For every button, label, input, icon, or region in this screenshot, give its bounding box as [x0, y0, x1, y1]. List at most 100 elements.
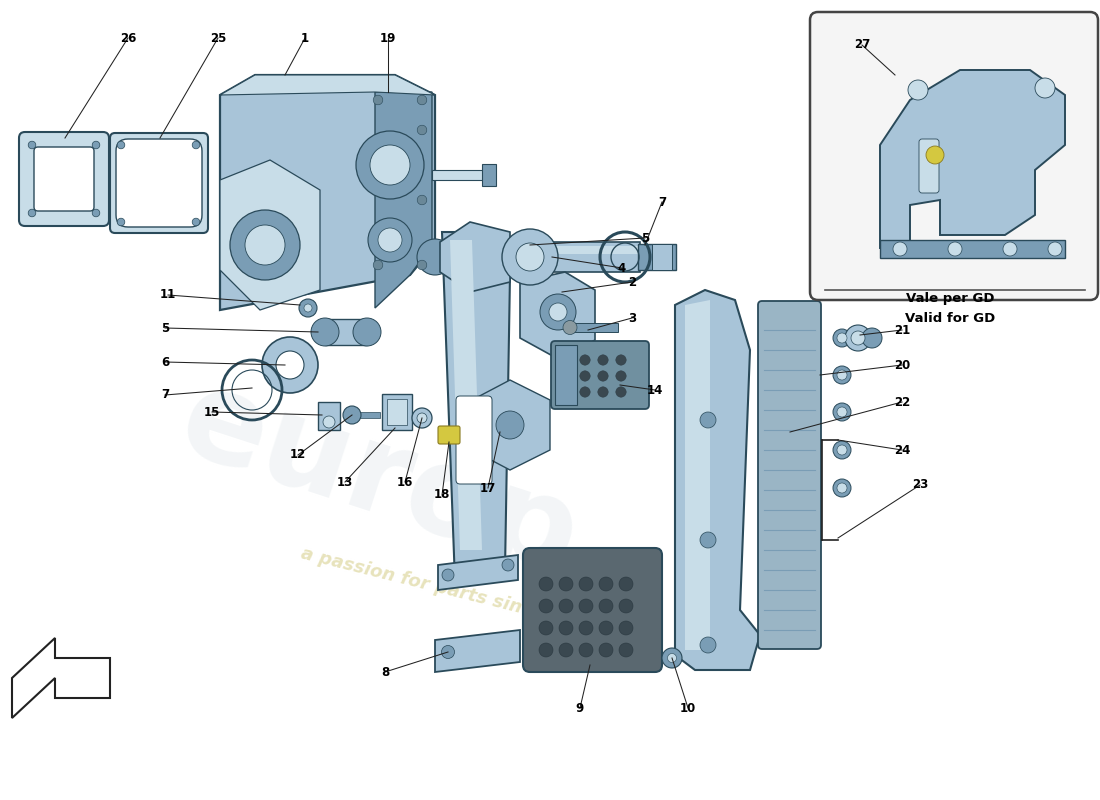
Circle shape — [549, 303, 566, 321]
FancyBboxPatch shape — [758, 301, 821, 649]
Text: 21: 21 — [894, 323, 910, 337]
Circle shape — [579, 643, 593, 657]
Circle shape — [1048, 242, 1062, 256]
FancyBboxPatch shape — [34, 147, 94, 211]
Circle shape — [417, 413, 427, 423]
Circle shape — [496, 411, 524, 439]
Circle shape — [353, 318, 381, 346]
Circle shape — [540, 294, 576, 330]
Text: 20: 20 — [894, 358, 910, 371]
Circle shape — [417, 239, 453, 275]
Circle shape — [579, 621, 593, 635]
Polygon shape — [450, 240, 482, 550]
Polygon shape — [12, 638, 110, 718]
Circle shape — [539, 621, 553, 635]
Bar — [570, 323, 618, 332]
Circle shape — [516, 243, 544, 271]
Text: 16: 16 — [397, 475, 414, 489]
Circle shape — [502, 559, 514, 571]
Circle shape — [851, 331, 865, 345]
Circle shape — [580, 371, 591, 382]
Circle shape — [926, 146, 944, 164]
Bar — [432, 170, 487, 180]
Text: 2: 2 — [628, 275, 636, 289]
Circle shape — [600, 599, 613, 613]
Bar — [324, 319, 367, 345]
Circle shape — [412, 408, 432, 428]
Circle shape — [616, 387, 626, 397]
Text: 15: 15 — [204, 406, 220, 418]
Polygon shape — [220, 75, 434, 95]
Circle shape — [893, 242, 907, 256]
Circle shape — [192, 218, 200, 226]
Circle shape — [616, 371, 626, 382]
Circle shape — [539, 643, 553, 657]
FancyBboxPatch shape — [387, 399, 407, 425]
Polygon shape — [438, 555, 518, 590]
Circle shape — [837, 333, 847, 343]
Text: 19: 19 — [379, 31, 396, 45]
Text: europ: europ — [166, 359, 594, 601]
Text: 23: 23 — [912, 478, 928, 491]
FancyBboxPatch shape — [522, 548, 662, 672]
Circle shape — [700, 532, 716, 548]
Circle shape — [417, 95, 427, 105]
Circle shape — [1003, 242, 1018, 256]
Circle shape — [343, 406, 361, 424]
Text: 9: 9 — [576, 702, 584, 714]
Circle shape — [304, 304, 312, 312]
Circle shape — [833, 329, 851, 347]
Circle shape — [417, 195, 427, 205]
Text: 17: 17 — [480, 482, 496, 494]
Polygon shape — [675, 290, 760, 670]
Text: a passion for parts since 1985: a passion for parts since 1985 — [299, 544, 601, 636]
Bar — [482, 164, 496, 186]
Circle shape — [597, 371, 608, 382]
Circle shape — [192, 141, 200, 149]
Circle shape — [276, 351, 304, 379]
Polygon shape — [472, 380, 550, 470]
FancyBboxPatch shape — [318, 402, 340, 430]
Circle shape — [299, 299, 317, 317]
Circle shape — [837, 483, 847, 493]
Circle shape — [862, 328, 882, 348]
Circle shape — [837, 407, 847, 417]
Circle shape — [579, 577, 593, 591]
Circle shape — [700, 637, 716, 653]
FancyBboxPatch shape — [19, 132, 109, 226]
Text: Vale per GD: Vale per GD — [905, 291, 994, 305]
Polygon shape — [685, 300, 710, 650]
Circle shape — [619, 599, 632, 613]
Bar — [434, 246, 640, 254]
Text: 7: 7 — [161, 389, 169, 402]
Circle shape — [597, 354, 608, 365]
Text: 25: 25 — [210, 31, 227, 45]
Circle shape — [230, 210, 300, 280]
Text: 5: 5 — [161, 322, 169, 334]
Circle shape — [600, 643, 613, 657]
Circle shape — [356, 131, 424, 199]
Circle shape — [29, 210, 36, 217]
Circle shape — [559, 643, 573, 657]
Text: 11: 11 — [160, 289, 176, 302]
Text: 4: 4 — [618, 262, 626, 274]
Polygon shape — [880, 70, 1065, 248]
Circle shape — [245, 225, 285, 265]
FancyBboxPatch shape — [551, 341, 649, 409]
Polygon shape — [520, 272, 595, 360]
Circle shape — [559, 577, 573, 591]
Bar — [652, 244, 672, 270]
Circle shape — [502, 229, 558, 285]
Circle shape — [833, 366, 851, 384]
Circle shape — [845, 325, 871, 351]
Text: 5: 5 — [641, 231, 649, 245]
Circle shape — [118, 218, 124, 226]
Polygon shape — [440, 222, 510, 292]
Text: 18: 18 — [433, 489, 450, 502]
Bar — [556, 345, 578, 405]
Text: 24: 24 — [894, 443, 910, 457]
Text: 7: 7 — [658, 195, 667, 209]
FancyBboxPatch shape — [110, 133, 208, 233]
Bar — [434, 242, 640, 272]
Bar — [352, 412, 379, 418]
